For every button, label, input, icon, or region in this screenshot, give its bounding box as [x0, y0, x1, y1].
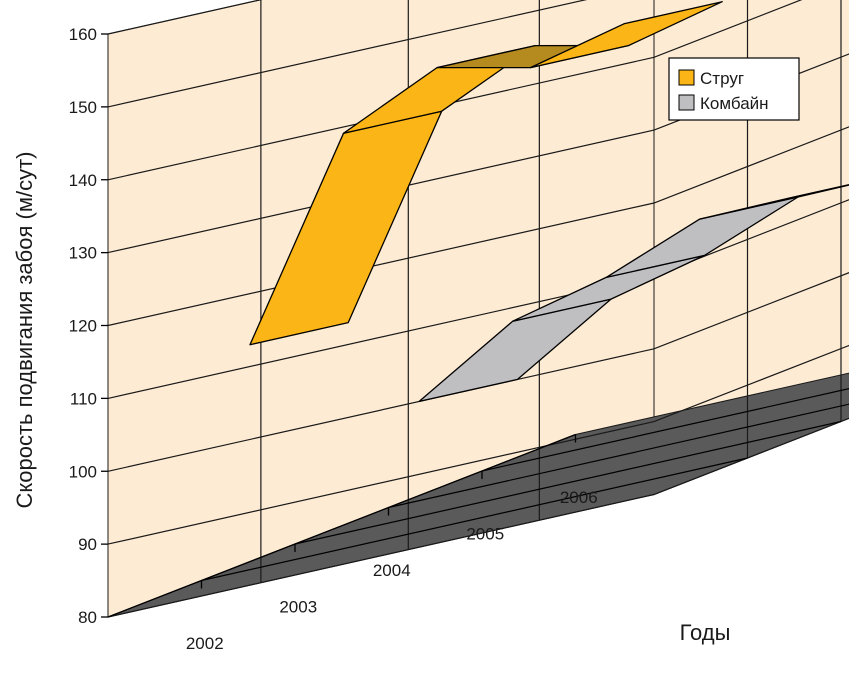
- y-tick-label: 120: [69, 317, 97, 336]
- y-tick-label: 100: [69, 462, 97, 481]
- y-tick-label: 150: [69, 98, 97, 117]
- y-tick-label: 130: [69, 244, 97, 263]
- x-tick-label: 2003: [279, 597, 317, 616]
- y-tick-label: 90: [78, 535, 97, 554]
- x-axis-title: Годы: [680, 620, 731, 645]
- y-axis-title: Скорость подвигания забоя (м/сут): [12, 152, 37, 509]
- y-tick-label: 110: [70, 389, 97, 408]
- legend-label-0: Струг: [700, 69, 744, 88]
- y-tick-label: 160: [69, 25, 97, 44]
- legend-swatch-0: [679, 70, 694, 85]
- x-tick-label: 2006: [560, 488, 598, 507]
- legend-label-1: Комбайн: [700, 94, 769, 113]
- x-tick-label: 2004: [373, 561, 411, 580]
- x-tick-label: 2005: [466, 524, 504, 543]
- y-tick-label: 140: [69, 171, 97, 190]
- legend-swatch-1: [679, 95, 694, 110]
- y-tick-label: 80: [78, 608, 97, 627]
- x-tick-label: 2002: [186, 634, 224, 653]
